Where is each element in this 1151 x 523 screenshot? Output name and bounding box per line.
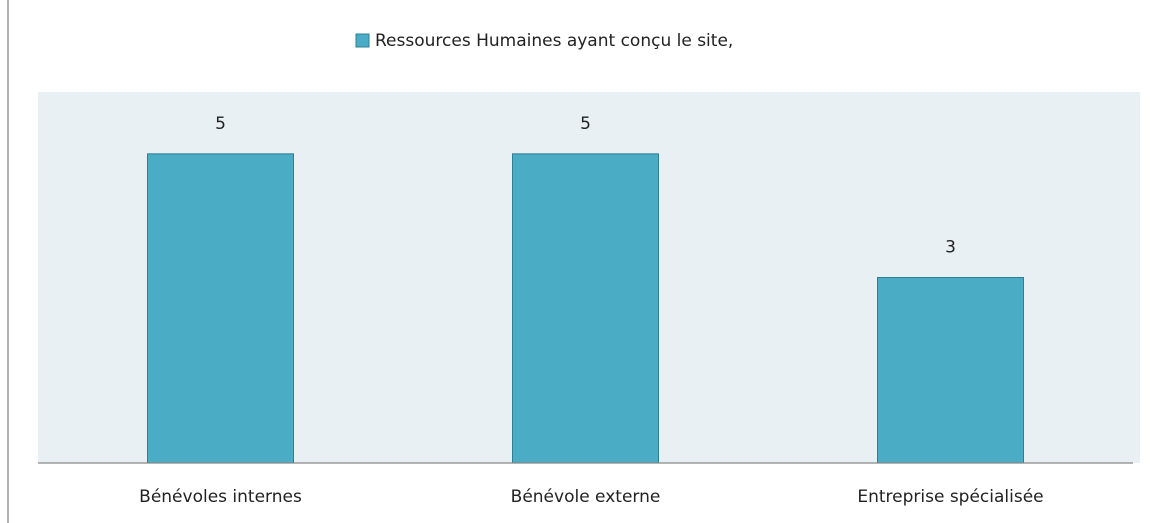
x-tick-label: Entreprise spécialisée (857, 487, 1043, 507)
data-label: 5 (215, 114, 226, 134)
legend-label: Ressources Humaines ayant conçu le site, (375, 31, 733, 51)
data-label: 5 (580, 114, 591, 134)
x-tick-label: Bénévoles internes (139, 487, 302, 507)
bar (877, 277, 1024, 464)
bar (512, 153, 659, 464)
x-tick-label: Bénévole externe (511, 487, 661, 507)
legend-swatch (355, 33, 370, 48)
bar (147, 153, 294, 464)
data-label: 3 (945, 238, 956, 258)
